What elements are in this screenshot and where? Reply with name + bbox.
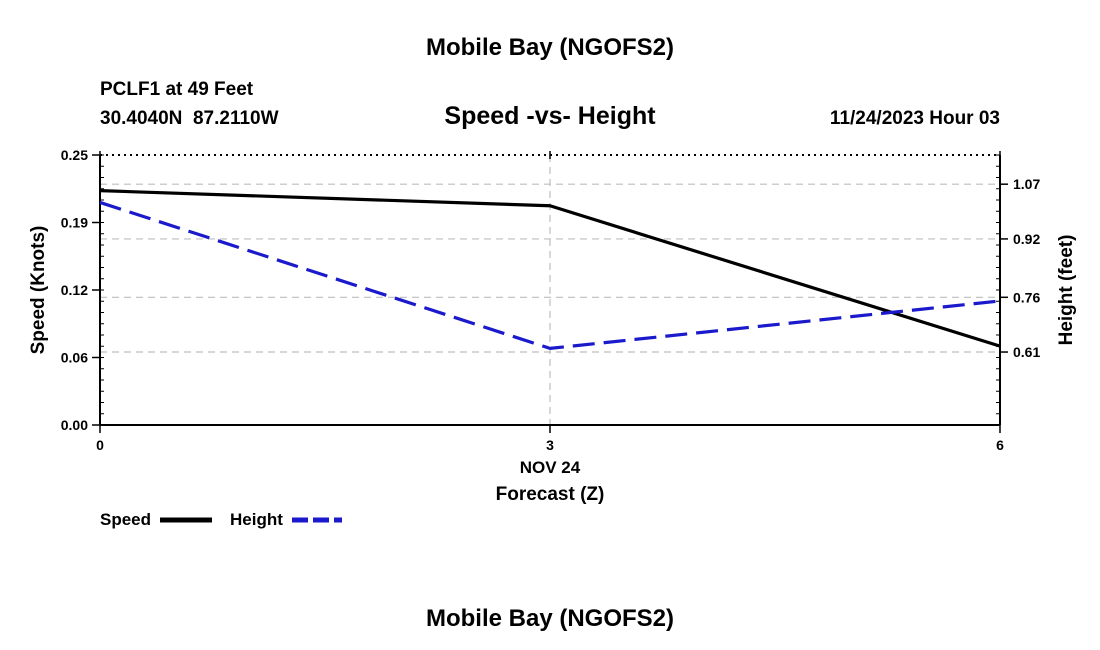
y-left-tick-label: 0.00: [61, 417, 88, 433]
series-line-height: [99, 200, 1001, 350]
y-left-tick-label: 0.25: [61, 147, 88, 163]
x-tick-label: 3: [546, 437, 554, 453]
y-right-tick-label: 0.92: [1013, 231, 1040, 247]
station-label: PCLF1 at 49 Feet: [100, 79, 254, 100]
y-left-tick-label: 0.06: [61, 350, 88, 366]
footer-title: Mobile Bay (NGOFS2): [426, 605, 674, 632]
x-tick-label: 6: [996, 437, 1004, 453]
axes: 0.00 0.06 0.12 0.19 0.25 0.61 0.76 0.92 1.07 0 3 6: [61, 147, 1041, 453]
grid: [100, 155, 1000, 425]
y-axis-right-label: Height (feet): [1056, 235, 1077, 346]
datetime-label: 11/24/2023 Hour 03: [830, 108, 1000, 129]
y-left-tick-label: 0.12: [61, 282, 88, 298]
page-title: Mobile Bay (NGOFS2): [426, 34, 674, 61]
y-left-tick-label: 0.19: [61, 215, 88, 231]
y-axis-left-label: Speed (Knots): [28, 226, 49, 355]
x-date-label: NOV 24: [520, 458, 581, 477]
legend-speed-label: Speed: [100, 510, 151, 529]
y-right-tick-label: 0.61: [1013, 344, 1040, 360]
series-line-speed: [99, 189, 1001, 348]
coordinates-label: 30.4040N 87.2110W: [100, 108, 279, 129]
x-axis-label: Forecast (Z): [496, 484, 605, 505]
y-right-tick-label: 0.76: [1013, 289, 1040, 305]
y-right-tick-label: 1.07: [1013, 176, 1040, 192]
series: [99, 189, 1001, 350]
x-tick-label: 0: [96, 437, 104, 453]
legend-height-label: Height: [230, 510, 283, 529]
legend: Speed Height: [100, 510, 342, 529]
chart-title: Speed -vs- Height: [444, 102, 656, 130]
